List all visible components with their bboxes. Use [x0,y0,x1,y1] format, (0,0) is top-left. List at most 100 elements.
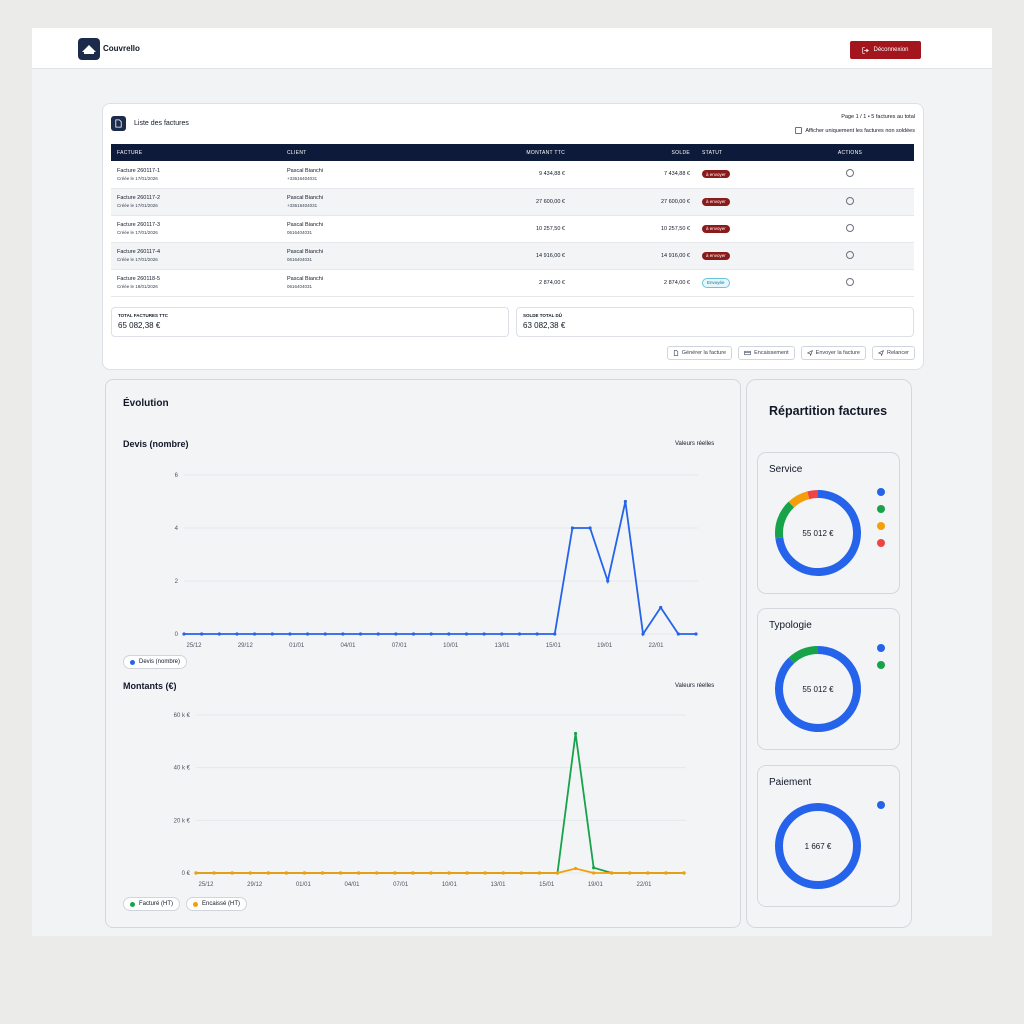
legend-devis[interactable]: Devis (nombre) [123,655,188,669]
data-point [429,632,433,636]
row-select-radio[interactable] [846,196,854,205]
data-point [235,632,239,636]
row-select-radio[interactable] [846,250,854,259]
logout-label: Déconnexion [873,47,909,53]
col-facture: FACTURE [117,149,143,156]
data-point [519,871,523,875]
data-point [358,632,363,636]
data-point [393,871,397,875]
devis-chart-title: Devis (nombre) [123,439,189,449]
data-point [606,579,610,583]
status-badge: Envoyée [702,277,730,288]
amount-ttc: 27 600,00 € [535,198,565,205]
service-card: Service 55 012 € [757,452,900,594]
top-bar: Couvrello Déconnexion [32,28,992,69]
series-line [184,501,696,637]
x-tick-label: 13/01 [490,882,506,888]
generate-invoice-button[interactable]: Générer la facture [666,346,733,360]
invoice-id: Facture 260117-3 [117,222,161,228]
page-info: Page 1 / 1 • 5 factures au total [841,114,915,120]
data-point [592,871,596,875]
table-header-row: FACTURE CLIENT MONTANT TTC SOLDE STATUT … [111,144,914,161]
x-tick-label: 10/01 [443,643,459,649]
total-ttc-value: 65 082,38 € [118,321,161,330]
table-row[interactable]: Facture 260117-2 Créée le 17/01/2026 Pasc… [111,188,914,215]
donut-slice [775,490,861,576]
invoice-table: FACTURE CLIENT MONTANT TTC SOLDE STATUT … [111,144,914,297]
donut-slice [788,491,810,508]
data-point [375,871,379,875]
series-line [196,867,684,874]
balance-due-box: SOLDE TOTAL DÛ 63 082,38 € [516,307,914,337]
balance: 7 434,88 € [664,171,690,178]
evolution-panel: Évolution Devis (nombre) Valeurs réelles… [105,379,741,928]
table-row[interactable]: Facture 260117-3 Créée le 17/01/2026 Pasc… [111,215,914,242]
data-point [284,871,288,875]
x-tick-label: 25/12 [186,643,202,649]
send-invoice-label: Envoyer la facture [815,350,860,356]
row-select-radio[interactable] [846,277,854,286]
x-tick-label: 15/01 [546,643,562,649]
file-icon [673,350,678,356]
unpaid-filter-label: Afficher uniquement les factures non sol… [805,127,915,134]
logo-icon [78,38,100,60]
balance-due-value: 63 082,38 € [523,321,566,330]
invoice-id: Facture 260117-1 [117,167,161,174]
row-select-radio[interactable] [846,169,854,178]
balance-due-label: SOLDE TOTAL DÛ [523,313,563,318]
data-point [411,632,416,636]
y-tick-label: 2 [175,579,179,585]
data-point [659,605,663,610]
x-tick-label: 01/01 [289,643,305,649]
client-phone: 0616404031 [287,284,313,289]
status-badge: à envoyer [702,197,730,206]
data-point [376,632,380,636]
payment-button[interactable]: Encaissement [738,346,795,360]
donut-slice [775,501,795,539]
amounts-real-values-label: Valeurs réelles [675,683,715,689]
table-row[interactable]: Facture 260118-5 Créée le 18/01/2026 Pasc… [111,269,914,296]
data-point [248,871,252,875]
y-tick-label: 0 [175,632,179,638]
evolution-title: Évolution [123,398,169,409]
x-tick-label: 22/01 [648,643,664,649]
legend-facture-label: Facturé (HT) [139,901,174,907]
document-icon [111,116,126,131]
x-tick-label: 10/01 [442,882,458,888]
data-point [535,632,539,636]
unpaid-filter[interactable]: Afficher uniquement les factures non sol… [795,127,915,134]
series-line [196,733,684,874]
logout-button[interactable]: Déconnexion [850,41,921,59]
send-icon [806,350,813,356]
x-tick-label: 25/12 [198,882,214,888]
data-point [573,866,578,871]
legend-dot [877,644,885,652]
legend-encaisse[interactable]: Encaissé (HT) [186,897,248,911]
data-point [641,632,645,636]
y-tick-label: 6 [175,473,179,479]
data-point [570,526,575,530]
y-tick-label: 40 k € [174,766,191,772]
table-row[interactable]: Facture 260117-4 Créée le 17/01/2026 Pasc… [111,242,914,269]
reminder-button[interactable]: Relancer [871,346,915,360]
legend-facture[interactable]: Facturé (HT) [123,897,181,911]
amount-ttc: 14 916,00 € [535,252,565,259]
unpaid-filter-checkbox[interactable] [795,127,803,134]
table-row[interactable]: Facture 260117-1 Créée le 17/01/2026 Pasc… [111,161,914,188]
reminder-label: Relancer [886,350,909,356]
x-tick-label: 04/01 [344,882,360,888]
legend-dot [193,901,199,907]
x-tick-label: 19/01 [588,882,604,888]
x-tick-label: 07/01 [392,643,408,649]
send-icon [877,350,884,356]
status-badge: à envoyer [702,224,730,233]
amount-ttc: 10 257,50 € [535,225,565,232]
data-point [194,871,198,875]
data-point [500,632,504,636]
row-select-radio[interactable] [846,223,854,232]
col-statut: STATUT [702,149,723,156]
status-badge: à envoyer [702,251,730,260]
data-point [230,871,234,875]
client-phone: +33616404031 [287,203,318,208]
send-invoice-button[interactable]: Envoyer la facture [800,346,866,360]
